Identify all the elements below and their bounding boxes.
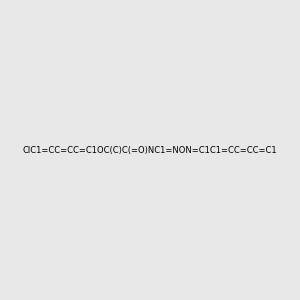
Text: ClC1=CC=CC=C1OC(C)C(=O)NC1=NON=C1C1=CC=CC=C1: ClC1=CC=CC=C1OC(C)C(=O)NC1=NON=C1C1=CC=C…: [23, 146, 277, 154]
